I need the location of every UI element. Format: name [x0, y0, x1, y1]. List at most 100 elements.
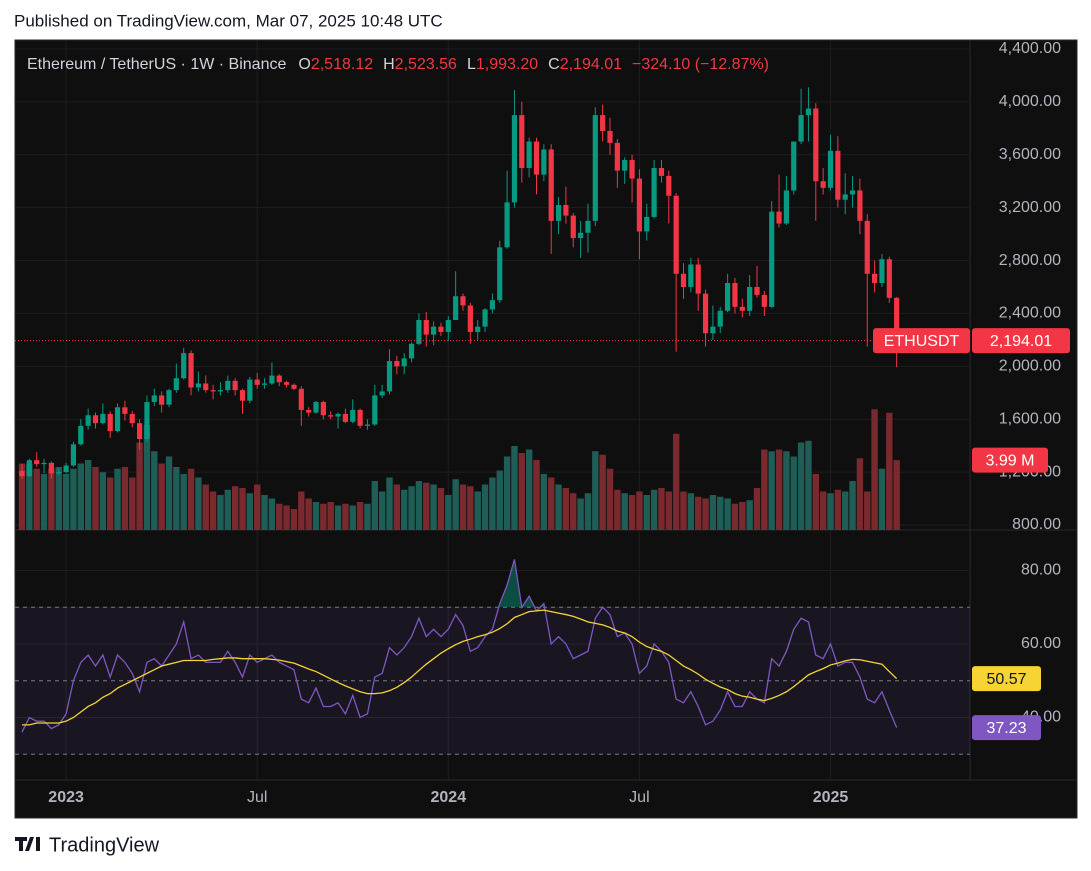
candle-body: [137, 423, 143, 440]
volume-bar: [555, 484, 562, 530]
y-tick-label: 1,600.00: [999, 410, 1061, 427]
y-tick-label: 2,800.00: [999, 252, 1061, 269]
volume-bar: [783, 451, 790, 530]
volume-bar: [599, 454, 606, 530]
volume-bar: [533, 460, 540, 530]
candle-body: [482, 309, 488, 327]
y-tick-label: 2,000.00: [999, 358, 1061, 375]
volume-bar: [658, 488, 665, 530]
volume-bar: [724, 498, 731, 530]
volume-bar: [761, 449, 768, 530]
candle-body: [725, 283, 731, 311]
volume-bar: [621, 493, 628, 530]
candle-body: [431, 326, 437, 335]
volume-bar: [84, 460, 92, 530]
candle-body: [195, 383, 201, 388]
x-tick-label: 2024: [431, 789, 467, 806]
candle-body: [386, 361, 393, 392]
volume-bar: [628, 495, 636, 530]
volume-bar: [893, 460, 900, 530]
rsi-tick-label: 80.00: [1021, 562, 1061, 579]
candle-body: [849, 190, 856, 195]
candle-body: [747, 286, 753, 311]
volume-bar: [614, 489, 621, 530]
candle-body: [269, 375, 275, 384]
volume-label-box: [972, 447, 1048, 473]
volume-bar: [423, 482, 430, 530]
volume-bar: [753, 488, 761, 530]
volume-bar: [739, 502, 746, 530]
y-tick-label: 2,400.00: [999, 305, 1061, 322]
volume-bar: [386, 477, 393, 530]
candle-body: [364, 424, 371, 426]
logo-icon: [15, 837, 40, 851]
volume-bar: [415, 481, 423, 530]
candle-body: [798, 115, 804, 142]
candle-body: [63, 465, 69, 473]
volume-bar: [356, 502, 364, 530]
volume-bar: [408, 486, 415, 530]
volume-bar: [40, 474, 48, 530]
volume-bar: [202, 484, 209, 530]
candle-body: [791, 141, 797, 191]
candle-body: [26, 460, 32, 477]
volume-bar: [401, 489, 408, 530]
volume-bar: [856, 458, 864, 530]
volume-bar: [254, 484, 261, 530]
volume-bar: [695, 496, 702, 530]
candle-body: [423, 320, 429, 335]
volume-bar: [305, 498, 312, 530]
volume-bar: [430, 484, 437, 530]
volume-bar: [489, 477, 496, 530]
volume-bar: [334, 505, 342, 530]
y-tick-label: 4,400.00: [999, 40, 1061, 57]
volume-label: 3.99 M: [986, 452, 1035, 469]
volume-bar: [342, 503, 349, 530]
volume-bar: [680, 491, 687, 530]
candle-body: [519, 115, 525, 168]
legend-change: −324.10 (−12.87%): [632, 56, 769, 73]
candle-body: [658, 167, 665, 176]
volume-bar: [48, 468, 55, 530]
candle-body: [445, 320, 451, 332]
candle-body: [673, 195, 679, 274]
rsi-ma-label-box: [972, 666, 1041, 692]
candle-body: [100, 413, 106, 424]
ticker-label-box: [873, 328, 970, 354]
volume-bar: [797, 442, 805, 530]
volume-bar: [371, 481, 378, 530]
candle-body: [181, 353, 187, 379]
candle-body: [578, 232, 584, 239]
candle-body: [166, 390, 172, 405]
volume-bar: [231, 486, 239, 530]
candle-body: [710, 326, 716, 334]
volume-bar: [525, 449, 533, 530]
volume-bar: [790, 456, 797, 530]
candle-body: [842, 194, 848, 200]
price-label: 2,194.01: [990, 333, 1052, 350]
volume-bar: [540, 474, 548, 530]
candle-body: [629, 160, 635, 179]
candle-body: [372, 395, 378, 425]
candle-body: [254, 379, 260, 385]
candle-body: [232, 380, 238, 391]
candle-body: [261, 383, 268, 385]
candle-body: [688, 264, 694, 287]
candle-body: [122, 407, 128, 414]
candle-body: [769, 211, 775, 307]
volume-bar: [283, 505, 290, 530]
candle-body: [144, 402, 150, 440]
volume-bar: [349, 505, 356, 530]
candle-body: [835, 150, 841, 200]
candle-body: [702, 293, 709, 334]
candle-body: [644, 216, 650, 232]
volume-bar: [886, 412, 893, 530]
volume-bar: [518, 453, 525, 530]
candle-body: [92, 415, 99, 424]
volume-bar: [224, 489, 231, 530]
volume-bar: [687, 493, 695, 530]
candle-body: [489, 300, 495, 310]
volume-bar: [129, 477, 136, 530]
